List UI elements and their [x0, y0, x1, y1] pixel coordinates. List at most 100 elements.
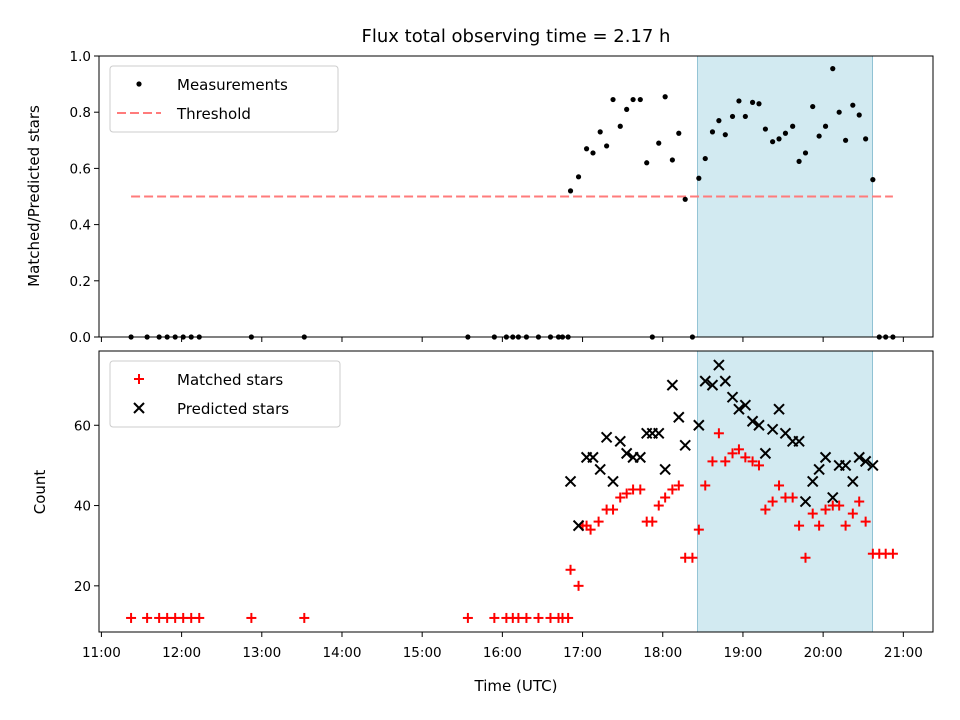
predicted-star-point: [739, 399, 752, 411]
matched-star-point: [774, 480, 785, 491]
bottom-y-axis-label: Count: [31, 470, 49, 515]
predicted-star-point: [867, 459, 879, 472]
y-tick-label: 0.4: [70, 218, 91, 234]
chart-title: Flux total observing time = 2.17 h: [362, 26, 671, 47]
measurement-point: [816, 133, 822, 139]
predicted-star-point: [799, 495, 812, 508]
matched-star-point: [667, 484, 678, 495]
matched-star-point: [521, 612, 532, 623]
matched-star-point: [767, 496, 778, 507]
predicted-star-point: [679, 439, 691, 452]
predicted-star-point: [753, 419, 765, 431]
predicted-star-point: [719, 375, 732, 387]
measurement-point: [842, 137, 849, 143]
bottom-y-ticks: 20 40 60: [74, 418, 99, 595]
y-tick-label: 0.8: [70, 105, 91, 121]
predicted-star-point: [564, 475, 577, 488]
predicted-star-point: [673, 411, 685, 423]
x-tick-label: 19:00: [723, 645, 762, 661]
matched-star-point: [565, 564, 576, 575]
predicted-star-point: [847, 475, 859, 488]
measurement-point: [802, 150, 809, 156]
predicted-star-point: [659, 463, 671, 476]
predicted-star-point: [653, 427, 665, 439]
measurement-point: [850, 102, 856, 108]
predicted-star-point: [699, 375, 711, 387]
measurement-point: [644, 160, 650, 166]
measurement-point: [696, 175, 702, 181]
matched-star-point: [533, 612, 544, 623]
measurement-point: [830, 66, 836, 72]
x-tick-label: 11:00: [82, 645, 121, 661]
predicted-star-point: [666, 379, 679, 391]
measurement-point: [796, 158, 802, 164]
matched-star-point: [807, 508, 818, 519]
measurement-point: [729, 113, 736, 120]
matched-star-point: [700, 480, 711, 491]
bottom-legend-box: [109, 360, 341, 428]
matched-star-point: [673, 480, 684, 491]
y-tick-label: 0.0: [70, 330, 91, 346]
matched-star-point: [733, 444, 744, 455]
matched-star-point: [462, 612, 473, 623]
measurement-point: [669, 157, 675, 163]
predicted-star-point: [620, 447, 633, 460]
measurement-point: [617, 123, 623, 129]
x-tick-label: 18:00: [643, 645, 682, 661]
predicted-star-point: [733, 403, 745, 415]
measurement-point: [749, 99, 756, 105]
matched-star-point: [573, 580, 584, 591]
top-panel: 0.0 0.2 0.4 0.6 0.8 1.0 Matched/Predicted sta…: [25, 49, 934, 346]
predicted-stars-legend-marker: [133, 402, 145, 414]
measurement-point: [870, 177, 876, 183]
measurement-point: [776, 136, 782, 142]
top-y-axis-label: Matched/Predicted stars: [25, 105, 43, 287]
matched-star-point: [713, 428, 724, 439]
matched-star-point: [126, 612, 137, 623]
measurement-point: [637, 96, 643, 103]
matched-stars-legend-marker: [134, 374, 144, 384]
measurement-point: [790, 123, 796, 129]
predicted-star-point: [594, 463, 606, 476]
threshold-legend-label: Threshold: [176, 105, 251, 123]
top-legend: Measurements Threshold: [109, 65, 339, 133]
measurements-legend-marker: [136, 81, 142, 87]
y-tick-label: 40: [74, 499, 91, 515]
predicted-stars-series: [564, 359, 879, 532]
predicted-star-point: [819, 451, 832, 464]
measurements-series: [128, 66, 896, 340]
measurement-point: [604, 143, 610, 149]
predicted-star-point: [587, 451, 599, 464]
measurement-point: [676, 130, 682, 136]
matched-star-point: [753, 460, 764, 471]
predicted-star-point: [607, 475, 619, 488]
measurement-point: [762, 126, 768, 132]
predicted-star-point: [614, 435, 626, 448]
bottom-shaded-interval: [697, 350, 873, 633]
predicted-star-point: [793, 435, 805, 448]
matched-star-point: [747, 456, 758, 467]
measurement-point: [856, 112, 862, 118]
matched-star-point: [660, 492, 671, 503]
matched-star-point: [489, 612, 500, 623]
matched-star-point: [608, 504, 619, 515]
x-tick-label: 17:00: [563, 645, 602, 661]
matched-star-point: [840, 520, 851, 531]
x-tick-label: 16:00: [483, 645, 522, 661]
matched-star-point: [299, 612, 310, 623]
measurements-legend-label: Measurements: [177, 76, 288, 94]
matched-star-point: [887, 548, 898, 559]
matched-star-point: [794, 520, 805, 531]
predicted-star-point: [759, 447, 772, 460]
top-axes-frame: [98, 55, 934, 338]
matched-stars-series: [126, 428, 898, 623]
measurement-point: [836, 109, 842, 115]
matched-star-point: [727, 448, 738, 459]
measurement-point: [722, 132, 728, 138]
predicted-star-point: [634, 451, 647, 464]
measurement-point: [709, 129, 716, 135]
matched-star-point: [653, 500, 664, 511]
matched-star-point: [593, 516, 604, 527]
measurement-point: [610, 96, 616, 103]
